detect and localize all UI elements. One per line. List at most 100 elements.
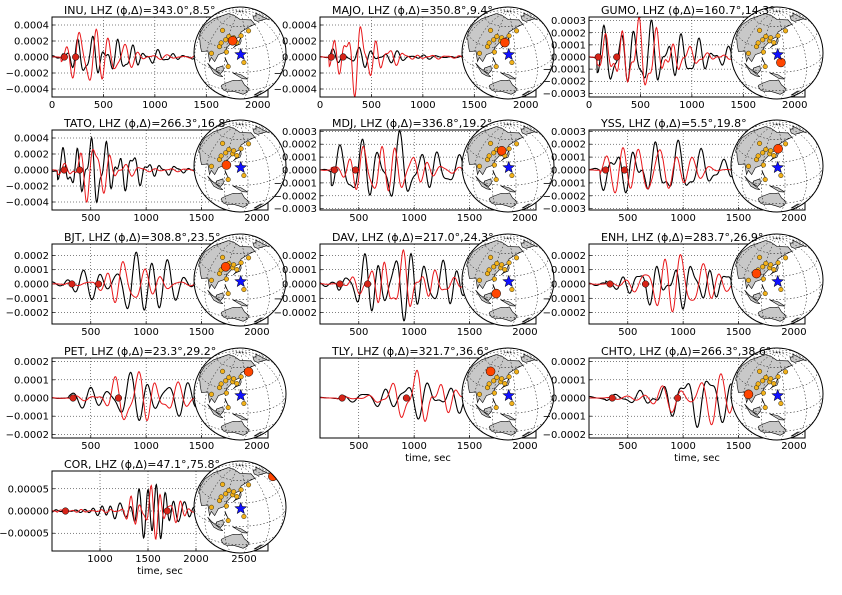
station-dot bbox=[238, 374, 244, 380]
y-tick-label: 0.00000 bbox=[8, 507, 49, 518]
globe-land bbox=[789, 353, 807, 363]
graticule-parallel bbox=[739, 79, 815, 91]
y-tick-label: 0.0000 bbox=[551, 166, 586, 177]
active-station-dot bbox=[743, 389, 754, 400]
window-marker bbox=[674, 394, 682, 402]
station-dot bbox=[486, 267, 492, 273]
y-tick-label: −0.0001 bbox=[6, 412, 49, 423]
globe-outline bbox=[193, 460, 287, 554]
x-tick-label: 2000 bbox=[512, 441, 537, 452]
globe-land bbox=[520, 353, 538, 363]
y-tick-label: 0.0003 bbox=[282, 127, 317, 138]
event-star bbox=[234, 501, 248, 515]
station-dot bbox=[509, 172, 515, 178]
x-tick-label: 2000 bbox=[512, 213, 537, 224]
globe-outline bbox=[461, 233, 555, 327]
event-star bbox=[502, 274, 516, 288]
graticule-meridian bbox=[472, 124, 509, 207]
active-station-dot bbox=[227, 36, 238, 46]
y-tick-label: 0.0002 bbox=[551, 28, 586, 39]
y-tick-label: −0.0001 bbox=[274, 294, 317, 305]
station-dot bbox=[491, 276, 497, 282]
globe-land bbox=[520, 12, 538, 22]
station-dot bbox=[491, 150, 497, 156]
graticule-meridian bbox=[239, 352, 249, 440]
globe-land bbox=[475, 289, 492, 304]
panel-gumo: 0 500 1000 1500 2000−0.0003−0.0002−0.00010.0… bbox=[543, 4, 824, 111]
x-tick-label: 1000 bbox=[670, 213, 695, 224]
station-dot bbox=[220, 481, 226, 487]
graticule-meridian bbox=[507, 352, 552, 424]
graticule-meridian bbox=[224, 465, 241, 553]
x-tick-label: 1000 bbox=[133, 441, 158, 452]
panel-dav: 500 1000 1500 2000 −0.0002 −0.0001 0.0000 0.000… bbox=[274, 231, 555, 338]
graticule-meridian bbox=[239, 238, 284, 310]
station-dot bbox=[493, 64, 499, 70]
y-tick-label: −0.0004 bbox=[274, 85, 317, 96]
window-marker bbox=[606, 280, 614, 288]
window-marker bbox=[402, 394, 410, 402]
y-tick-label: −0.0002 bbox=[6, 182, 49, 193]
station-dot bbox=[499, 376, 505, 382]
x-tick-label: 500 bbox=[349, 441, 368, 452]
y-tick-label: −0.0003 bbox=[543, 204, 586, 215]
x-tick-label: 500 bbox=[362, 100, 381, 111]
x-tick-label: 1500 bbox=[194, 100, 219, 111]
x-tick-label: 1000 bbox=[670, 441, 695, 452]
x-tick-label: 500 bbox=[349, 213, 368, 224]
graticule-meridian bbox=[741, 352, 778, 435]
graticule-meridian bbox=[204, 11, 241, 94]
graticule-meridian bbox=[224, 352, 241, 440]
y-tick-label: 0.0000 bbox=[14, 166, 49, 177]
graticule-meridian bbox=[225, 235, 241, 239]
station-dot bbox=[223, 37, 229, 43]
graticule-meridian bbox=[507, 238, 517, 326]
station-dot bbox=[238, 487, 244, 493]
station-dot bbox=[778, 286, 784, 292]
station-dot bbox=[486, 381, 492, 387]
window-marker bbox=[114, 394, 123, 402]
x-tick-label: 1000 bbox=[401, 327, 426, 338]
active-station-dot bbox=[485, 366, 496, 377]
station-dot bbox=[491, 264, 497, 270]
globe-land bbox=[789, 12, 807, 22]
x-axis-label: time, sec bbox=[137, 566, 183, 577]
station-dot bbox=[208, 50, 214, 56]
globe-land bbox=[215, 178, 224, 187]
station-dot bbox=[506, 260, 512, 266]
station-dot bbox=[760, 49, 766, 55]
graticule-meridian bbox=[492, 238, 509, 326]
station-dot bbox=[220, 140, 226, 146]
station-dot bbox=[762, 64, 768, 70]
globe-land bbox=[752, 406, 761, 415]
x-tick-label: 2000 bbox=[781, 327, 806, 338]
globe-land bbox=[215, 65, 224, 74]
station-dot bbox=[234, 267, 240, 273]
event-star bbox=[234, 160, 248, 174]
y-tick-label: 0.0000 bbox=[282, 53, 317, 64]
x-tick-label: 2000 bbox=[781, 441, 806, 452]
event-star bbox=[234, 388, 248, 402]
panel-title: GUMO, LHZ (ϕ,Δ)=160.7°,14.3° bbox=[601, 4, 775, 17]
y-tick-label: −0.0003 bbox=[543, 89, 586, 100]
graticule-meridian bbox=[239, 124, 249, 212]
globe-land bbox=[521, 317, 531, 323]
globe-map bbox=[462, 7, 554, 99]
panel-title: COR, LHZ (ϕ,Δ)=47.1°,75.8° bbox=[64, 458, 220, 471]
y-tick-label: 0.0002 bbox=[551, 357, 586, 368]
station-dot bbox=[246, 28, 252, 34]
station-dot bbox=[246, 255, 252, 261]
station-dot bbox=[225, 405, 231, 411]
panel-title: INU, LHZ (ϕ,Δ)=343.0°,8.5° bbox=[64, 4, 216, 17]
graticule-meridian bbox=[239, 124, 284, 196]
x-tick-label: 1500 bbox=[726, 213, 751, 224]
graticule-meridian bbox=[225, 8, 241, 12]
globe-land bbox=[215, 406, 224, 415]
globe-land bbox=[475, 175, 492, 190]
station-dot bbox=[760, 37, 766, 43]
graticule-meridian bbox=[225, 462, 241, 466]
station-dot bbox=[755, 40, 761, 46]
x-tick-label: 2000 bbox=[183, 554, 208, 565]
station-dot bbox=[771, 153, 777, 159]
